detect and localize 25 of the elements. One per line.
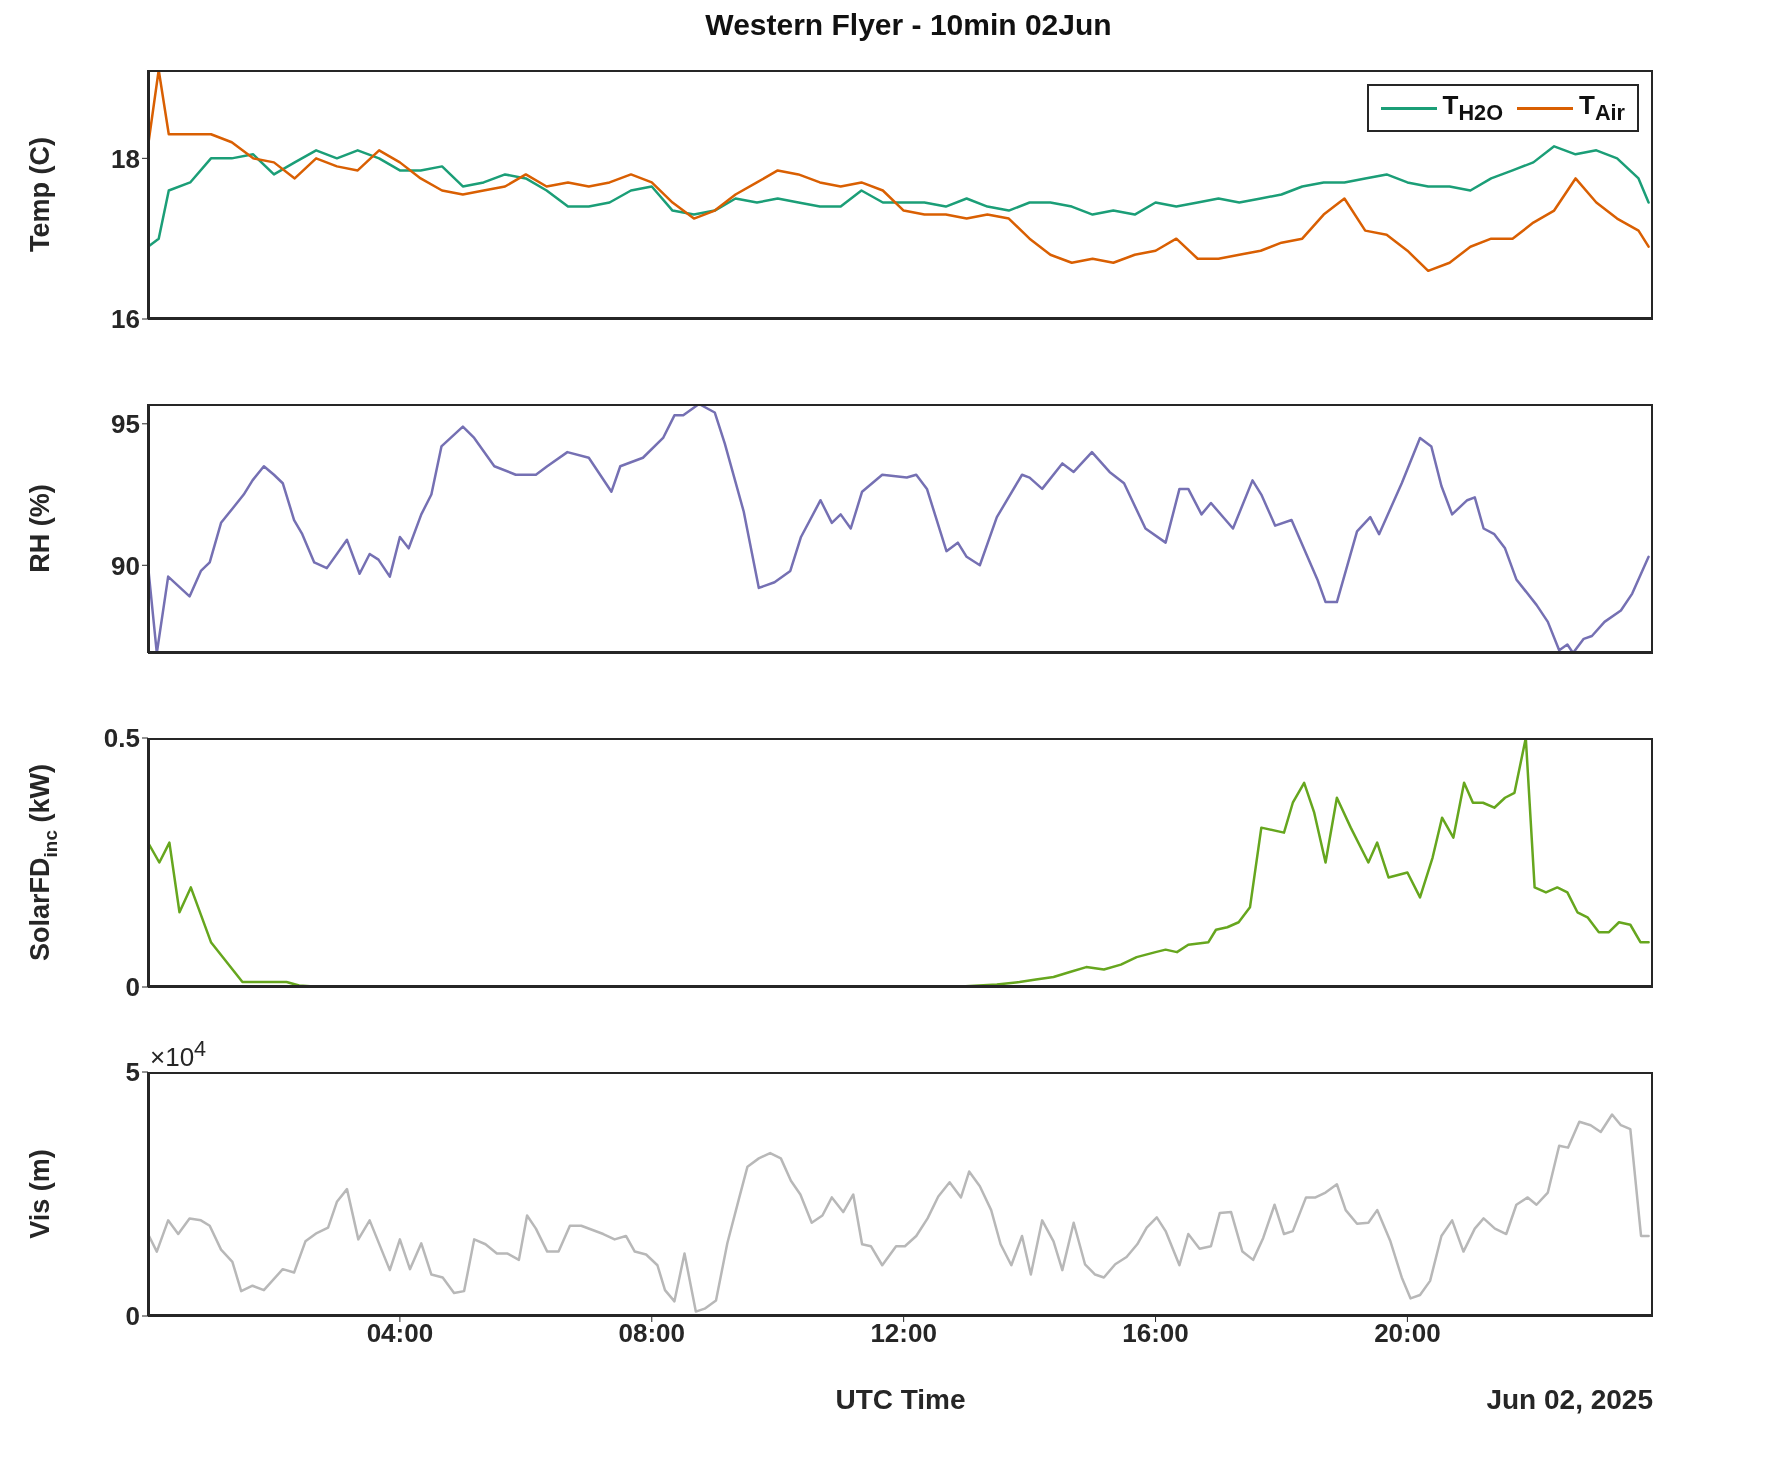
chart-title: Western Flyer - 10min 02Jun (704, 8, 1113, 43)
y-axis-title: RH (%) (25, 484, 55, 573)
x-axis-title: UTC Time (835, 1384, 966, 1415)
line-series (148, 1113, 1650, 1313)
line-series (148, 145, 1650, 248)
legend-label: T$_{H2O}$ (1442, 90, 1504, 127)
y-tick-label: 90 (111, 550, 140, 581)
y-tick-label: 16 (111, 304, 140, 335)
line-series (148, 70, 1650, 273)
text: Jun 02, 2025 (1486, 1384, 1653, 1416)
y-tick-label: 0 (125, 1301, 140, 1332)
x-tick-label: 20:00 (1374, 1318, 1441, 1349)
y-axis-title: Temp (C) (25, 137, 55, 252)
y-tick-label: 95 (111, 409, 140, 440)
y-tick-label: 0.5 (103, 723, 140, 754)
y-axis-title: Vis (m) (25, 1149, 55, 1239)
y-tick-label: 18 (111, 143, 140, 174)
x-tick-label: 08:00 (618, 1318, 686, 1349)
legend-label: T$_{Air}$ (1579, 90, 1625, 127)
x-tick-label: 04:00 (366, 1318, 434, 1349)
y-tick-label: 0 (125, 972, 140, 1003)
y-tick-label: 5 (125, 1057, 140, 1088)
x-tick-label: 12:00 (870, 1318, 937, 1349)
x-tick-label: 16:00 (1122, 1318, 1189, 1349)
text: ×10$^{4}$ (150, 1036, 207, 1073)
